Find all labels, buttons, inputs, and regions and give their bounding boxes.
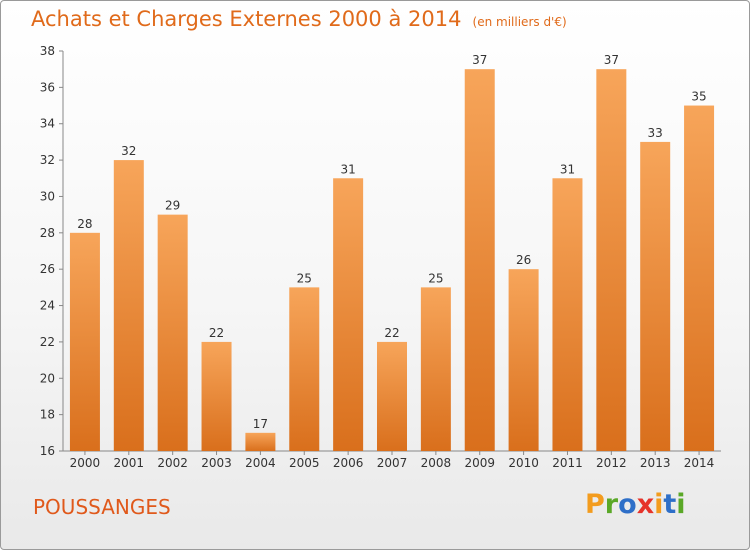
bar	[552, 178, 583, 452]
x-tick-label: 2004	[245, 456, 276, 470]
bar	[289, 287, 320, 451]
bar	[420, 287, 451, 451]
bar	[157, 214, 188, 451]
bar	[640, 141, 671, 451]
bar-value-label: 28	[77, 217, 92, 231]
bar	[245, 432, 276, 451]
bar-value-label: 17	[253, 417, 268, 431]
y-tick-label: 30	[40, 189, 55, 203]
logo-letter: i	[676, 489, 686, 520]
bar-value-label: 37	[604, 53, 619, 67]
x-tick-label: 2002	[157, 456, 188, 470]
bar-value-label: 37	[472, 53, 487, 67]
x-tick-label: 2006	[333, 456, 364, 470]
y-tick-label: 34	[40, 117, 55, 131]
y-tick-label: 28	[40, 226, 55, 240]
bar-value-label: 33	[648, 126, 663, 140]
logo-letter: t	[663, 489, 677, 520]
y-tick-label: 26	[40, 262, 55, 276]
bar	[201, 341, 232, 451]
logo-letter: r	[604, 489, 619, 520]
logo-letter: P	[585, 489, 605, 520]
bar	[596, 69, 627, 451]
x-tick-label: 2003	[201, 456, 232, 470]
y-tick-label: 32	[40, 153, 55, 167]
x-tick-label: 2000	[70, 456, 101, 470]
x-tick-label: 2009	[464, 456, 495, 470]
x-tick-label: 2008	[421, 456, 452, 470]
bar	[333, 178, 364, 452]
bar	[113, 160, 144, 451]
x-tick-label: 2005	[289, 456, 320, 470]
chart-title: Achats et Charges Externes 2000 à 2014	[31, 7, 462, 31]
bar-value-label: 32	[121, 144, 136, 158]
bar-value-label: 29	[165, 199, 180, 213]
x-tick-label: 2014	[684, 456, 715, 470]
bar	[684, 105, 715, 451]
bar-value-label: 35	[691, 90, 706, 104]
y-tick-label: 38	[40, 44, 55, 58]
proxiti-logo: Proxiti	[585, 489, 686, 520]
x-tick-label: 2010	[508, 456, 539, 470]
bar-value-label: 31	[560, 162, 575, 176]
chart-subtitle: (en milliers d'€)	[472, 15, 567, 29]
x-tick-label: 2012	[596, 456, 627, 470]
bar	[508, 269, 539, 451]
x-tick-label: 2011	[552, 456, 583, 470]
y-tick-label: 36	[40, 80, 55, 94]
y-tick-label: 20	[40, 371, 55, 385]
bar	[69, 232, 100, 451]
x-tick-label: 2001	[114, 456, 145, 470]
bar	[377, 341, 407, 451]
y-tick-label: 18	[40, 408, 55, 422]
x-tick-label: 2013	[640, 456, 671, 470]
chart-title-block: Achats et Charges Externes 2000 à 2014 (…	[31, 7, 567, 31]
logo-letter: x	[636, 489, 655, 520]
logo-letter: o	[618, 489, 637, 520]
bar-value-label: 25	[428, 271, 443, 285]
bar-value-label: 22	[209, 326, 224, 340]
bar-value-label: 25	[297, 271, 312, 285]
commune-name: POUSSANGES	[33, 495, 171, 519]
y-tick-label: 24	[40, 299, 55, 313]
y-tick-label: 16	[40, 444, 55, 458]
bar-value-label: 22	[384, 326, 399, 340]
bar-value-label: 26	[516, 253, 531, 267]
y-tick-label: 22	[40, 335, 55, 349]
bar-value-label: 31	[340, 162, 355, 176]
bar	[464, 69, 495, 451]
logo-letter: i	[654, 489, 664, 520]
x-tick-label: 2007	[377, 456, 408, 470]
